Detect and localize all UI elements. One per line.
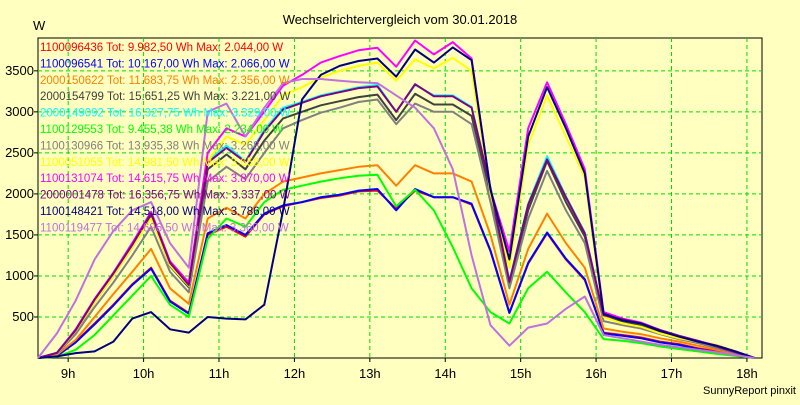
plot-area (37, 37, 763, 359)
legend-entry-10: 2000001478 Tot: 16.356,75 Wh Max: 3.337,… (40, 190, 291, 202)
x-tick-label: 12h (284, 366, 306, 381)
series-line-11 (37, 46, 755, 359)
legend-entry-4: 2000154799 Tot: 15.651,25 Wh Max: 3.221,… (40, 91, 291, 103)
legend: 1100096436 Tot: 9.982,50 Wh Max: 2.044,0… (40, 42, 291, 234)
series-line-8 (37, 56, 755, 359)
legend-entry-11: 1100148421 Tot: 14.518,00 Wh Max: 3.786,… (40, 206, 290, 218)
legend-entry-1: 1100096436 Tot: 9.982,50 Wh Max: 2.044,0… (40, 42, 283, 54)
series-line-2 (37, 188, 755, 359)
axis-layer: 9h 10h 11h 12h 13h 14h 15h 16h 17h 18h 500 1000 1500… (5, 63, 758, 381)
legend-entry-8: 1100051055 Tot: 14.981,50 Wh Max: 3.658,… (40, 157, 290, 169)
series-layer (37, 39, 755, 359)
y-tick-label: 2500 (5, 145, 34, 160)
y-tick-label: 500 (12, 309, 34, 324)
y-axis-label: W (33, 18, 46, 33)
x-tick-label: 15h (510, 366, 532, 381)
x-tick-label: 17h (661, 366, 683, 381)
legend-entry-5: 2000149092 Tot: 16.327,75 Wh Max: 3.329,… (40, 108, 291, 120)
legend-entry-12: 1100119477 Tot: 14.696,50 Wh Max: 3.360,… (40, 222, 289, 234)
y-tick-label: 1500 (5, 227, 34, 242)
x-tick-label: 11h (209, 366, 230, 381)
legend-entry-7: 1100130966 Tot: 13.935,38 Wh Max: 3.268,… (40, 140, 290, 152)
y-tick-label: 3500 (5, 63, 34, 78)
x-tick-label: 16h (585, 366, 607, 381)
series-line-3 (37, 164, 755, 359)
legend-entry-3: 2000150622 Tot: 11.683,75 Wh Max: 2.356,… (40, 75, 290, 87)
y-tick-label: 2000 (5, 186, 34, 201)
series-line-7 (37, 98, 755, 359)
x-tick-label: 10h (133, 366, 155, 381)
series-line-6 (37, 173, 755, 359)
x-tick-label: 18h (736, 366, 758, 381)
y-tick-label: 3000 (5, 104, 34, 119)
series-line-12 (37, 78, 755, 359)
x-tick-label: 14h (434, 366, 456, 381)
legend-entry-9: 1100131074 Tot: 14.615,75 Wh Max: 3.870,… (40, 173, 290, 185)
footer-credit: SunnyReport pinxit (703, 385, 796, 397)
legend-entry-6: 1100129553 Tot: 9.455,38 Wh Max: 2.234,0… (40, 124, 283, 136)
chart-title: Wechselrichtervergleich vom 30.01.2018 (283, 12, 518, 27)
x-tick-label: 13h (359, 366, 381, 381)
legend-entry-2: 1100096541 Tot: 10.167,00 Wh Max: 2.066,… (40, 58, 290, 70)
y-tick-label: 1000 (5, 268, 34, 283)
x-tick-label: 9h (61, 366, 75, 381)
